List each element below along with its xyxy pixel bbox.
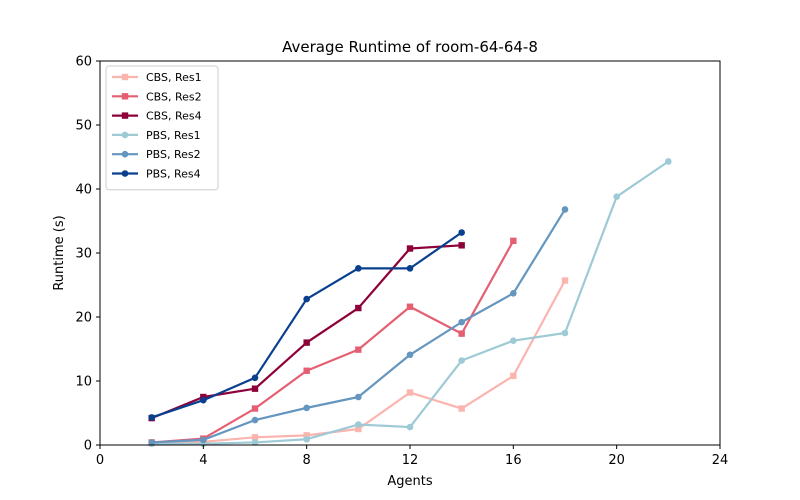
data-point [303,367,310,374]
data-point [561,329,569,337]
x-tick-label: 16 [505,453,522,468]
x-tick-label: 20 [608,453,625,468]
data-point [613,193,620,200]
data-point [406,351,414,359]
data-point [458,330,465,337]
legend-item: PBS, Res4 [112,168,201,181]
data-point [406,245,414,252]
series-line [151,244,462,420]
data-point [561,277,569,284]
legend-swatch-marker [121,170,129,177]
y-tick-label: 0 [84,439,92,454]
legend-label: CBS, Res2 [146,90,202,103]
legend-label: PBS, Res4 [146,168,201,181]
data-point [458,405,465,412]
legend: CBS, Res1 CBS, Res2 CBS, Res4 PBS, Res1 PBS,… [105,65,219,191]
data-point [148,414,155,421]
data-point [561,206,569,213]
series-3 [148,158,672,448]
series-0 [148,277,569,447]
data-point [303,339,310,346]
data-point [251,434,259,441]
data-point [251,385,259,392]
data-point [355,346,362,353]
data-point [251,374,259,382]
series-line [151,240,515,444]
data-point [355,421,362,428]
chart-title: Average Runtime of room-64-64-8 [282,38,538,56]
x-tick-label: 4 [199,453,207,468]
data-point [406,389,414,396]
data-point [303,432,310,439]
series-line [151,231,463,419]
legend-swatch-marker [121,131,129,139]
y-tick-label: 10 [75,375,92,390]
data-point [251,439,259,446]
y-tick-label: 20 [75,311,92,326]
data-point [458,229,465,236]
series-line [151,208,566,444]
y-tick-label: 50 [75,119,92,134]
x-tick-label: 8 [303,453,311,468]
data-point [458,318,465,326]
data-point [510,237,517,245]
data-point [406,303,414,310]
data-point [355,425,362,433]
legend-item: PBS, Res2 [112,148,201,161]
data-point [406,265,414,272]
data-point [458,357,465,364]
data-point [355,304,362,312]
data-point [510,290,517,297]
x-tick-label: 24 [712,453,729,468]
series-4 [148,206,569,446]
y-tick-label: 30 [75,247,92,262]
y-tick-label: 40 [75,183,92,198]
legend-swatch-marker [121,150,129,158]
x-axis-title: Agents [387,474,432,489]
legend-label: CBS, Res1 [146,71,202,84]
data-point [200,396,207,404]
x-tick-label: 12 [402,453,419,468]
data-point [510,337,517,344]
legend-swatch-marker [121,112,129,119]
x-tick-label: 0 [96,453,104,468]
y-axis-title: Runtime (s) [52,215,67,290]
data-point [303,404,310,412]
data-point [148,439,155,446]
legend-item: PBS, Res1 [112,129,201,142]
series-line [151,160,669,445]
data-point [303,435,310,443]
data-point [355,265,362,272]
data-point [665,158,672,165]
data-point [458,242,465,249]
y-tick-label: 60 [75,55,92,70]
legend-item: CBS, Res1 [112,71,202,84]
data-point [406,423,414,431]
series-1 [148,237,517,446]
legend-label: CBS, Res4 [146,110,202,123]
legend-swatch-marker [121,93,129,100]
series-5 [148,229,465,421]
legend-item: CBS, Res2 [112,90,202,103]
legend-label: PBS, Res1 [146,129,201,142]
data-point [510,372,517,380]
data-point [200,436,207,444]
legend-label: PBS, Res2 [146,148,201,161]
legend-swatch-marker [121,73,129,81]
data-point [303,295,310,303]
data-point [251,416,259,424]
data-point [251,405,259,412]
data-point [355,393,362,401]
legend-item: CBS, Res4 [112,110,202,123]
